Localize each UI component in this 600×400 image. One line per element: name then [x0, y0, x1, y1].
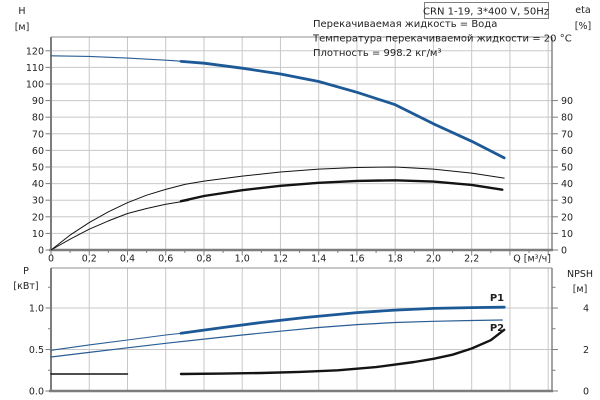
p-axis-title: P [23, 266, 29, 277]
tick-label-left: 60 [32, 146, 44, 157]
h-axis-title: H [18, 6, 25, 17]
tick-label-left: 110 [26, 63, 44, 74]
P1-curve-thin [50, 331, 190, 351]
tick-label-x: 1,2 [273, 254, 288, 265]
tick-label-left: 40 [32, 179, 44, 190]
tick-label-x: 0,6 [158, 254, 173, 265]
tick-label-x: 0 [48, 254, 54, 265]
tick-label-left: 10 [32, 229, 44, 240]
tick-label-right: 20 [561, 212, 573, 223]
tick-label-left: 70 [32, 129, 44, 140]
eta-pump-curve [50, 166, 505, 251]
p2-curve-label: P2 [490, 323, 504, 334]
P2-curve [50, 319, 503, 358]
tick-label-x: 2,0 [426, 254, 441, 265]
eta-motor-curve-thin [50, 200, 190, 251]
tick-label-left: 80 [32, 113, 44, 124]
bottom-chart-curves [50, 305, 506, 376]
tick-label-left: 90 [32, 96, 44, 107]
tick-label-x: 1,8 [388, 254, 403, 265]
tick-label-right: 4 [583, 304, 589, 315]
tick-label-right: 10 [561, 229, 573, 240]
tick-label-x: 2,2 [464, 254, 479, 265]
top-chart-gridlines [51, 37, 552, 250]
info-liquid: Перекачиваемая жидкость = Вода [313, 19, 497, 30]
tick-label-right: 2 [583, 345, 589, 356]
info-density: Плотность = 998.2 кг/м³ [313, 48, 442, 59]
eta-axis-unit: [%] [575, 21, 591, 32]
eta-motor-curve-thick [179, 179, 504, 203]
tick-label-x: 0,8 [196, 254, 211, 265]
tick-label-right: 50 [561, 162, 573, 173]
tick-label-left: 0 [38, 246, 44, 257]
npsh-axis-unit: [м] [573, 284, 588, 295]
top-chart-frame [49, 36, 553, 252]
p1-curve-label: P1 [490, 293, 504, 304]
tick-label-right: 0 [583, 387, 589, 398]
tick-label-x: 1,6 [349, 254, 364, 265]
tick-label-x: 1,4 [311, 254, 326, 265]
tick-label-x: 0,4 [120, 254, 135, 265]
tick-label-left: 0.0 [29, 387, 44, 398]
H-curve-thin [50, 55, 190, 63]
info-temperature: Температура перекачиваемой жидкости = 20… [312, 34, 572, 45]
tick-label-left: 1.0 [29, 304, 44, 315]
tick-label-right: 70 [561, 129, 573, 140]
p-axis-unit: [кВт] [13, 281, 38, 292]
pump-model-box [424, 2, 549, 19]
NPSH-curve-main [179, 328, 506, 376]
bottom-chart-ticks: 0.0 0.5 1.0 0 2 4 [29, 286, 589, 398]
tick-label-right: 0 [561, 246, 567, 257]
eta-axis-title: eta [575, 5, 590, 16]
H-curve-thick [179, 60, 506, 160]
tick-label-right: 60 [561, 146, 573, 157]
tick-label-left: 100 [26, 79, 44, 90]
npsh-axis-title: NPSH [567, 269, 593, 280]
tick-label-x: 1,0 [235, 254, 250, 265]
tick-label-left: 0.5 [29, 345, 44, 356]
tick-label-right: 30 [561, 196, 573, 207]
top-chart-curves [50, 55, 506, 251]
q-axis-label: Q [м³/ч] [513, 254, 551, 265]
tick-label-x: 0,2 [82, 254, 97, 265]
tick-label-left: 120 [26, 46, 44, 57]
tick-label-right: 80 [561, 113, 573, 124]
tick-label-right: 90 [561, 96, 573, 107]
h-axis-unit: [м] [15, 22, 30, 33]
P1-curve-thick [179, 305, 506, 335]
tick-label-left: 50 [32, 162, 44, 173]
top-chart-ticks: 0 10 20 30 40 50 60 70 80 90 100 110 120 0 10 20 30 40 50 6… [26, 46, 573, 264]
tick-label-right: 40 [561, 179, 573, 190]
tick-label-left: 30 [32, 196, 44, 207]
pump-model-title: CRN 1-19, 3*400 V, 50Hz [423, 7, 549, 18]
tick-label-left: 20 [32, 212, 44, 223]
